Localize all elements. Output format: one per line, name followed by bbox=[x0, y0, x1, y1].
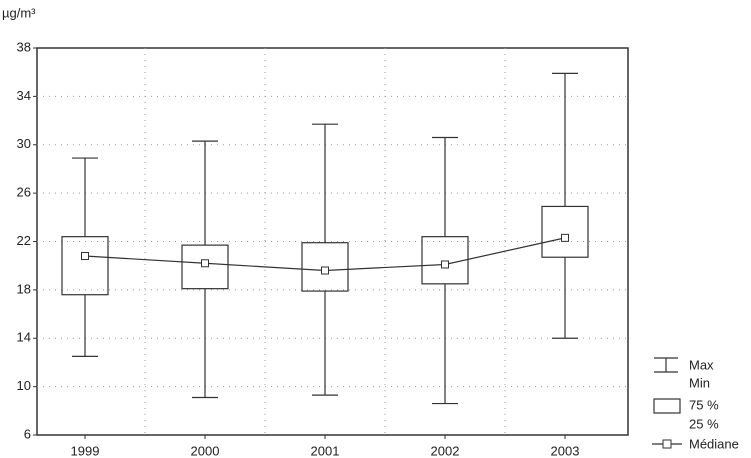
x-tick-label: 2000 bbox=[191, 443, 220, 458]
box bbox=[421, 236, 469, 285]
legend-box-symbol bbox=[653, 398, 681, 414]
median-marker bbox=[441, 260, 449, 269]
x-tick-label: 2002 bbox=[431, 443, 460, 458]
legend-label: Min bbox=[689, 375, 710, 390]
y-tick-label: 30 bbox=[17, 136, 31, 151]
y-tick-label: 6 bbox=[24, 426, 31, 441]
median-marker bbox=[81, 252, 89, 261]
legend-label: Médiane bbox=[689, 436, 739, 451]
box bbox=[181, 244, 229, 290]
plot-frame bbox=[36, 47, 629, 436]
x-tick-label: 2003 bbox=[551, 443, 580, 458]
legend-median-marker bbox=[662, 439, 672, 449]
box bbox=[61, 236, 109, 296]
median-marker bbox=[321, 266, 329, 275]
legend-whisker-symbol bbox=[654, 357, 678, 373]
box bbox=[541, 205, 589, 258]
box bbox=[301, 242, 349, 292]
x-tick-label: 1999 bbox=[71, 443, 100, 458]
legend-label: 75 % bbox=[689, 397, 719, 412]
y-axis-label: µg/m³ bbox=[2, 5, 36, 20]
x-tick-label: 2001 bbox=[311, 443, 340, 458]
y-tick-label: 18 bbox=[17, 281, 31, 296]
y-tick-label: 34 bbox=[17, 88, 31, 103]
y-tick-label: 38 bbox=[17, 39, 31, 54]
y-tick-label: 22 bbox=[17, 233, 31, 248]
y-tick-label: 10 bbox=[17, 378, 31, 393]
legend-label: 25 % bbox=[689, 416, 719, 431]
legend: Max Min 75 % 25 % Médiane bbox=[652, 357, 739, 451]
legend-label: Max bbox=[689, 357, 714, 372]
y-tick-label: 14 bbox=[17, 330, 31, 345]
y-tick-label: 26 bbox=[17, 185, 31, 200]
median-marker bbox=[561, 233, 569, 242]
median-marker bbox=[201, 259, 209, 268]
